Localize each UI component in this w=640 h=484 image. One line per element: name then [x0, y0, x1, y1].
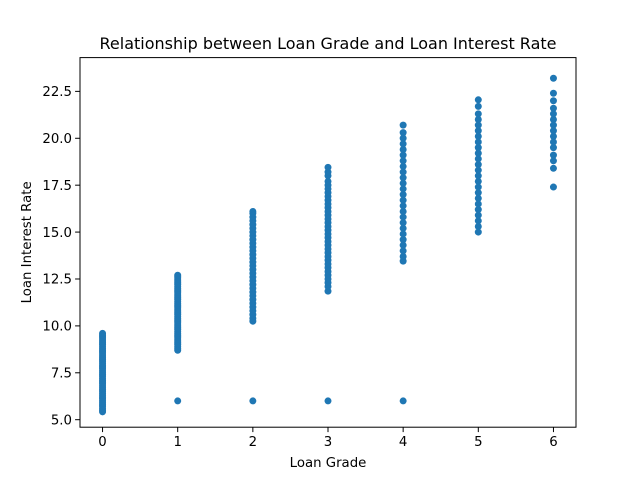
y-tick-label: 12.5 [42, 273, 72, 288]
y-tick-label: 20.0 [42, 132, 72, 147]
data-point [399, 219, 407, 227]
y-tick-label: 10.0 [42, 320, 72, 335]
data-point [549, 132, 557, 140]
data-point [399, 252, 407, 260]
y-tick-label: 22.5 [42, 85, 72, 100]
data-point [399, 157, 407, 165]
x-tick-label: 1 [173, 435, 181, 450]
data-point [99, 329, 107, 337]
data-point [399, 202, 407, 210]
chart-title: Relationship between Loan Grade and Loan… [100, 34, 557, 53]
data-point [399, 241, 407, 249]
data-point [399, 191, 407, 199]
data-point [249, 207, 257, 215]
data-point [324, 163, 332, 171]
data-point [549, 127, 557, 135]
data-point [399, 179, 407, 187]
data-point [474, 222, 482, 230]
data-point [249, 397, 257, 405]
data-point [399, 162, 407, 170]
x-tick-label: 3 [324, 435, 332, 450]
data-point [174, 271, 182, 279]
data-point [474, 183, 482, 191]
y-tick-label: 17.5 [42, 179, 72, 194]
data-point [399, 151, 407, 159]
data-point [474, 149, 482, 157]
data-point [474, 121, 482, 129]
data-point [324, 397, 332, 405]
x-tick-label: 6 [549, 435, 557, 450]
data-point [474, 127, 482, 135]
data-point [474, 166, 482, 174]
data-point [549, 104, 557, 112]
data-point [474, 228, 482, 236]
data-point [399, 146, 407, 154]
data-point [549, 183, 557, 191]
data-point [474, 138, 482, 146]
data-point [549, 157, 557, 165]
data-point [399, 224, 407, 232]
data-point [549, 89, 557, 97]
data-point [399, 196, 407, 204]
data-point [549, 74, 557, 82]
data-point [324, 177, 332, 185]
data-point [474, 144, 482, 152]
data-point [399, 121, 407, 129]
data-point [399, 134, 407, 142]
y-tick-label: 7.5 [51, 366, 72, 381]
y-axis-label: Loan Interest Rate [20, 181, 35, 303]
data-point [399, 129, 407, 137]
x-tick-label: 5 [474, 435, 482, 450]
data-point [549, 144, 557, 152]
data-point [474, 194, 482, 202]
x-axis-label: Loan Grade [290, 456, 367, 471]
data-point [474, 206, 482, 214]
y-tick-label: 5.0 [51, 413, 72, 428]
data-point [474, 132, 482, 140]
data-point [549, 97, 557, 105]
y-axis-ticks: 5.0 7.5 10.0 12.5 15.0 17.5 20.0 22.5 [42, 85, 80, 428]
data-point [399, 236, 407, 244]
data-point [399, 185, 407, 193]
data-point [474, 161, 482, 169]
data-point [399, 207, 407, 215]
data-point [474, 155, 482, 163]
data-point [474, 96, 482, 104]
data-point [399, 397, 407, 405]
data-point [399, 168, 407, 176]
data-point [399, 230, 407, 238]
data-point [549, 164, 557, 172]
data-point [474, 189, 482, 197]
y-tick-label: 15.0 [42, 226, 72, 241]
data-point [174, 397, 182, 405]
x-tick-label: 4 [399, 435, 407, 450]
data-point [549, 151, 557, 159]
data-point [474, 116, 482, 124]
data-point [474, 217, 482, 225]
data-point [549, 116, 557, 124]
data-point [474, 200, 482, 208]
data-point [549, 121, 557, 129]
data-point [399, 174, 407, 182]
points-layer [99, 74, 557, 416]
x-tick-label: 0 [98, 435, 106, 450]
data-point [399, 247, 407, 255]
data-point [399, 140, 407, 148]
data-point [474, 172, 482, 180]
data-point [399, 213, 407, 221]
x-axis-ticks: 0 1 2 3 4 5 6 [98, 427, 558, 450]
data-point [474, 177, 482, 185]
data-point [474, 102, 482, 110]
x-tick-label: 2 [249, 435, 257, 450]
data-point [474, 211, 482, 219]
data-point [549, 138, 557, 146]
data-point [549, 110, 557, 118]
data-point [474, 110, 482, 118]
